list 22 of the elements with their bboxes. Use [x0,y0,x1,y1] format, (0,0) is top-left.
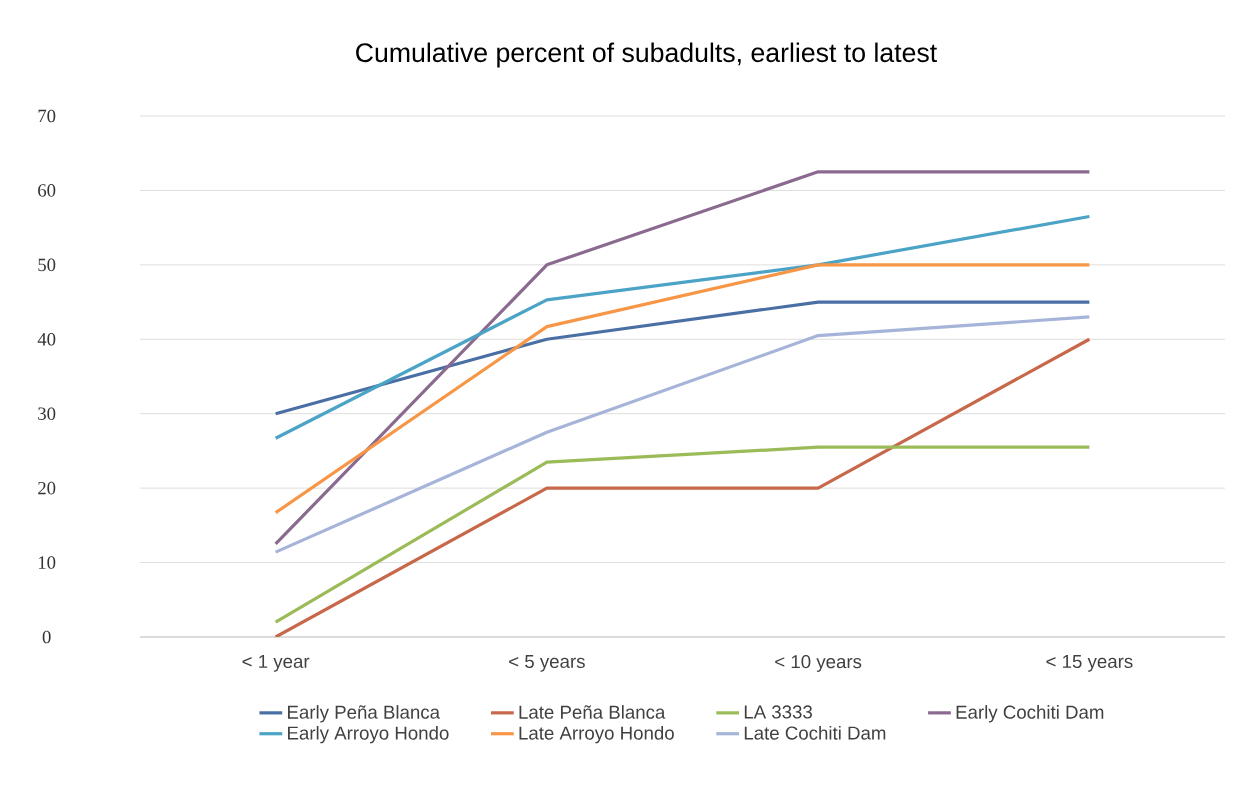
chart-title: Cumulative percent of subadults, earliest to latest [356,42,937,68]
legend-label: Late Peña Blanca [519,705,666,719]
x-tick-label: < 1 year [242,655,310,672]
y-tick-label: 40 [37,332,56,346]
legend-label: Early Peña Blanca [288,705,441,723]
legend-label: Early Cochiti Dam [956,705,1104,723]
y-tick-label: 20 [38,481,56,495]
y-tick-label: 70 [38,109,56,123]
y-tick-label: 60 [38,184,56,197]
legend-label: LA 3333 [744,705,813,719]
legend-label: Early Arroyo Hondo [288,725,449,744]
legend-label: Late Arroyo Hondo [519,725,674,744]
x-tick-label: < 10 years [775,655,862,672]
y-tick-label: 30 [38,407,56,421]
y-tick-label: 50 [38,258,56,272]
x-tick-label: < 5 years [509,655,585,672]
line-series [274,315,1091,554]
line-series [274,214,1091,440]
y-tick-label: 10 [38,556,56,569]
legend-label: Late Cochiti Dam [744,725,886,740]
y-tick-label: 0 [42,630,51,644]
x-tick-label: < 15 years [1046,655,1133,672]
